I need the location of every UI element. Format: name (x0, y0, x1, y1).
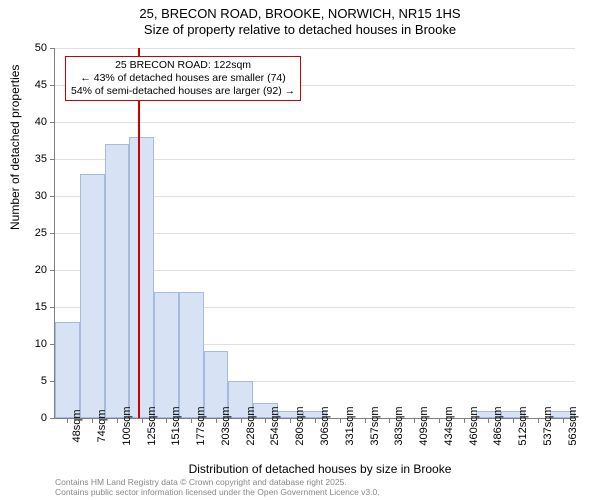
x-tick-label: 331sqm (344, 406, 356, 445)
histogram-bar (105, 144, 130, 418)
x-tick (315, 418, 316, 423)
annotation-line: 25 BRECON ROAD: 122sqm (71, 59, 295, 72)
x-tick-label: 177sqm (195, 406, 207, 445)
histogram-bar (154, 292, 179, 418)
x-tick-label: 48sqm (71, 409, 83, 442)
x-tick (464, 418, 465, 423)
x-tick-label: 306sqm (319, 406, 331, 445)
y-tick-label: 30 (17, 190, 47, 202)
x-tick (365, 418, 366, 423)
y-tick-label: 45 (17, 79, 47, 91)
x-tick-label: 563sqm (567, 406, 579, 445)
x-tick-label: 383sqm (393, 406, 405, 445)
x-tick-label: 254sqm (269, 406, 281, 445)
y-tick-label: 40 (17, 116, 47, 128)
x-tick-label: 74sqm (96, 409, 108, 442)
plot-area: 0510152025303540455048sqm74sqm100sqm125s… (55, 48, 575, 418)
histogram-bar (179, 292, 204, 418)
x-tick-label: 460sqm (468, 406, 480, 445)
x-tick-label: 512sqm (517, 406, 529, 445)
x-tick-label: 203sqm (220, 406, 232, 445)
title-line1: 25, BRECON ROAD, BROOKE, NORWICH, NR15 1… (0, 6, 600, 22)
y-tick-label: 25 (17, 227, 47, 239)
y-tick-label: 20 (17, 264, 47, 276)
x-tick (92, 418, 93, 423)
y-tick-label: 10 (17, 338, 47, 350)
x-tick (142, 418, 143, 423)
x-tick (117, 418, 118, 423)
x-axis-label: Distribution of detached houses by size … (20, 462, 600, 476)
annotation-line: 54% of semi-detached houses are larger (… (71, 85, 295, 98)
footer: Contains HM Land Registry data © Crown c… (55, 478, 380, 498)
property-marker-line (138, 48, 140, 418)
annotation-line: ← 43% of detached houses are smaller (74… (71, 72, 295, 85)
x-tick-label: 537sqm (542, 406, 554, 445)
x-tick (67, 418, 68, 423)
x-tick (563, 418, 564, 423)
x-tick-label: 100sqm (121, 406, 133, 445)
x-tick (290, 418, 291, 423)
x-tick (166, 418, 167, 423)
histogram-bar (80, 174, 105, 418)
x-tick (538, 418, 539, 423)
x-tick (488, 418, 489, 423)
y-axis-line (54, 48, 55, 418)
x-tick (389, 418, 390, 423)
histogram-bar (55, 322, 80, 418)
y-tick-label: 0 (17, 412, 47, 424)
marker-annotation: 25 BRECON ROAD: 122sqm← 43% of detached … (65, 56, 301, 101)
x-tick (439, 418, 440, 423)
y-tick-label: 15 (17, 301, 47, 313)
gridline (55, 48, 575, 49)
x-tick (340, 418, 341, 423)
y-tick-label: 50 (17, 42, 47, 54)
title-line2: Size of property relative to detached ho… (0, 22, 600, 38)
x-tick-label: 280sqm (294, 406, 306, 445)
y-tick-label: 5 (17, 375, 47, 387)
histogram-bar (129, 137, 154, 418)
x-tick (216, 418, 217, 423)
x-tick-label: 486sqm (492, 406, 504, 445)
x-tick-label: 357sqm (369, 406, 381, 445)
x-tick-label: 125sqm (146, 406, 158, 445)
x-tick (414, 418, 415, 423)
x-tick-label: 409sqm (418, 406, 430, 445)
x-tick-label: 228sqm (245, 406, 257, 445)
gridline (55, 122, 575, 123)
chart-title: 25, BRECON ROAD, BROOKE, NORWICH, NR15 1… (0, 0, 600, 39)
x-tick-label: 151sqm (170, 406, 182, 445)
y-tick-label: 35 (17, 153, 47, 165)
x-tick (241, 418, 242, 423)
footer-line2: Contains public sector information licen… (55, 488, 380, 498)
x-tick (513, 418, 514, 423)
x-tick (191, 418, 192, 423)
x-tick-label: 434sqm (443, 406, 455, 445)
x-tick (265, 418, 266, 423)
